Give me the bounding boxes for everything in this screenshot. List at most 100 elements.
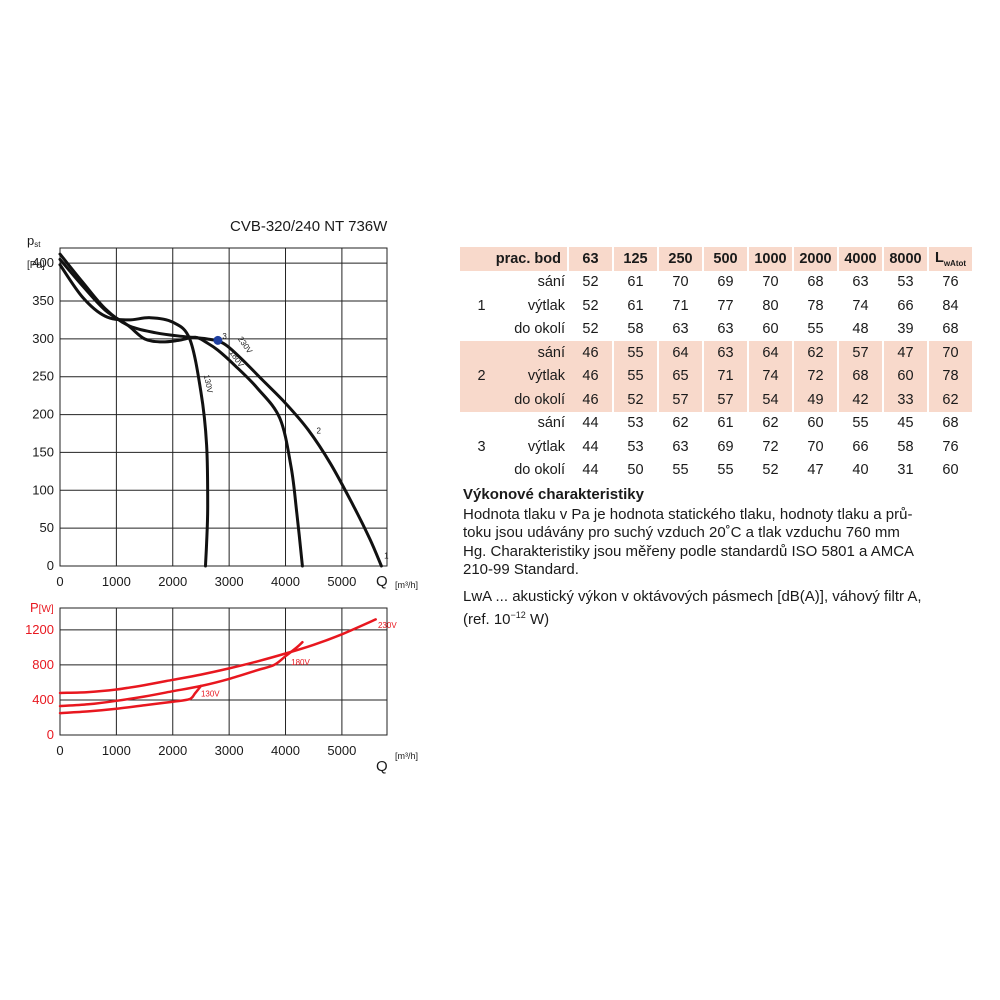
- noise-table: prac. bod 63 125 250 500 1000 2000 4000 8000 LwA…: [460, 247, 972, 482]
- table-cell: 70: [929, 341, 972, 365]
- y-tick-label: 100: [32, 482, 54, 497]
- y-tick-label: 250: [32, 369, 54, 384]
- charts-area: CVB-320/240 NT 736W pst [Pa] 05010015020…: [25, 218, 418, 775]
- row-label: výtlak: [503, 364, 569, 388]
- table-cell: 44: [569, 435, 614, 459]
- table-cell: 58: [884, 435, 929, 459]
- pressure-x-ticks: 0 1000 2000 3000 4000 5000: [56, 574, 356, 589]
- series-label: 130V: [202, 374, 215, 395]
- notes: Výkonové charakteristiky Hodnota tlaku v…: [463, 486, 983, 638]
- table-cell: 68: [794, 270, 839, 294]
- lwa-exponent: −12: [510, 610, 526, 620]
- notes-line: toku jsou udávány pro suchý vzduch 20˚C …: [463, 524, 900, 541]
- y-tick-label: 200: [32, 407, 54, 422]
- table-cell: 53: [884, 270, 929, 294]
- table-cell: 52: [614, 388, 659, 412]
- table-cell: 66: [884, 294, 929, 318]
- series-label: 130V: [201, 689, 220, 698]
- table-cell: 47: [884, 341, 929, 365]
- table-cell: 58: [614, 317, 659, 341]
- plot-frame: [59, 247, 388, 567]
- notes-line: Hodnota tlaku v Pa je hodnota statického…: [463, 505, 913, 523]
- series-line-130V: [58, 263, 210, 568]
- notes-heading: Výkonové charakteristiky: [463, 486, 644, 503]
- table-cell: 62: [929, 388, 972, 412]
- table-cell: 63: [704, 341, 749, 365]
- table-cell: 77: [704, 294, 749, 318]
- table-cell: 69: [704, 435, 749, 459]
- series-label: 180V: [291, 658, 310, 667]
- table-cell: 53: [614, 411, 659, 435]
- x-tick-label: 2000: [158, 574, 187, 589]
- pressure-axis-label: pst: [27, 233, 41, 249]
- table-cell: 63: [704, 317, 749, 341]
- table-cell: 78: [929, 364, 972, 388]
- x-tick-label: 3000: [215, 743, 244, 758]
- row-label: výtlak: [527, 297, 565, 314]
- table-cell: 55: [704, 458, 749, 482]
- pressure-axis-unit: [Pa]: [27, 260, 45, 271]
- lwa-ref: (ref. 10: [463, 611, 511, 628]
- series-label: 230V: [378, 621, 397, 630]
- power-axis-label: P[W]: [30, 600, 54, 615]
- header-operating-point: prac. bod: [460, 247, 569, 271]
- series-line-230V: [58, 618, 377, 695]
- table-cell: 57: [839, 341, 884, 365]
- table-cell: 55: [794, 317, 839, 341]
- row-label: do okolí: [514, 462, 565, 479]
- y-tick-label: 400: [32, 255, 54, 270]
- point-label: 2: [317, 427, 322, 436]
- y-tick-label: 300: [32, 331, 54, 346]
- table-cell: 76: [942, 274, 959, 291]
- x-tick-label: 4000: [271, 574, 300, 589]
- table-cell: 46: [569, 341, 614, 365]
- band-header: 2000: [794, 247, 839, 271]
- table-cell: 45: [884, 411, 929, 435]
- row-label: sání: [503, 341, 569, 365]
- group-id: 2: [460, 341, 504, 412]
- y-tick-label: 800: [32, 657, 54, 672]
- power-grid: [59, 607, 388, 736]
- chart-title: CVB-320/240 NT 736W: [230, 218, 388, 235]
- table-cell: 55: [614, 341, 659, 365]
- table-cell: 57: [659, 388, 704, 412]
- total-header: LwAtot: [929, 247, 972, 271]
- x-tick-label: 5000: [327, 743, 356, 758]
- table-cell: 46: [569, 388, 614, 412]
- table-cell: 68: [839, 364, 884, 388]
- table-cell: 61: [704, 411, 749, 435]
- table-cell: 78: [794, 294, 839, 318]
- table-cell: 52: [569, 270, 614, 294]
- series-line-130V: [58, 684, 203, 715]
- table-cell: 61: [614, 270, 659, 294]
- table-cell: 44: [569, 411, 614, 435]
- table-cell: 49: [794, 388, 839, 412]
- table-cell: 70: [794, 435, 839, 459]
- operating-point-marker: [213, 335, 223, 345]
- table-cell: 62: [749, 411, 794, 435]
- plot-frame: [59, 607, 388, 736]
- row-label: výtlak: [527, 438, 565, 455]
- table-row: 1 sání 52 61 70 69 70 68 63 53 76: [460, 270, 972, 314]
- table-row: 3 sání 44 53 62 61 62 60 55 45 68: [460, 411, 972, 455]
- table-cell: 42: [839, 388, 884, 412]
- table-row: do okolí 46 52 57 57 54 49 42 33 62: [460, 388, 972, 412]
- table-cell: 71: [704, 364, 749, 388]
- row-label: sání: [537, 274, 565, 291]
- table-cell: 44: [569, 458, 614, 482]
- pressure-grid: [59, 247, 388, 567]
- band-header: 8000: [884, 247, 929, 271]
- table-cell: 55: [614, 364, 659, 388]
- table-cell: 48: [839, 317, 884, 341]
- table-body: 1 sání 52 61 70 69 70 68 63 53 76 výtlak 52 61 71 77 80 7…: [460, 270, 972, 482]
- table-cell: 64: [749, 341, 794, 365]
- pressure-x-axis-label: Q: [376, 573, 388, 590]
- table-cell: 52: [749, 458, 794, 482]
- x-tick-label: 1000: [102, 743, 131, 758]
- row-label: do okolí: [503, 388, 569, 412]
- power-x-axis-label: Q: [376, 758, 388, 775]
- table-cell: 46: [569, 364, 614, 388]
- table-cell: 63: [839, 270, 884, 294]
- x-tick-label: 0: [56, 743, 63, 758]
- group-id: 3: [477, 438, 486, 455]
